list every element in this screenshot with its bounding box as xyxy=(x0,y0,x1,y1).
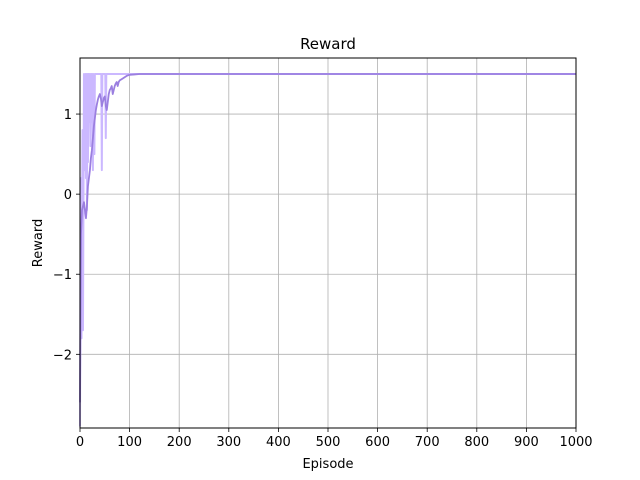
x-tick-label: 800 xyxy=(464,435,489,450)
grid xyxy=(79,58,577,428)
y-tick-label: −2 xyxy=(53,348,72,363)
x-axis-label: Episode xyxy=(302,457,353,472)
y-tick-label: 0 xyxy=(64,188,72,203)
chart-title: Reward xyxy=(300,35,356,53)
y-tick-label: −1 xyxy=(53,268,72,283)
x-tick-label: 200 xyxy=(167,435,192,450)
smoothed-reward-line xyxy=(79,73,576,403)
x-tick-label: 500 xyxy=(316,435,341,450)
raw-reward-line xyxy=(79,73,576,427)
x-tick-label: 0 xyxy=(76,435,84,450)
x-axis: 0 100 200 300 400 500 600 700 800 900 1000 xyxy=(76,428,593,450)
x-tick-label: 1000 xyxy=(559,435,592,450)
plot-area xyxy=(79,73,576,427)
x-tick-label: 100 xyxy=(117,435,142,450)
x-tick-label: 400 xyxy=(266,435,291,450)
x-tick-label: 300 xyxy=(216,435,241,450)
x-tick-label: 700 xyxy=(415,435,440,450)
y-axis: −2 −1 0 1 xyxy=(53,108,80,363)
x-tick-label: 900 xyxy=(514,435,539,450)
x-tick-label: 600 xyxy=(365,435,390,450)
y-axis-label: Reward xyxy=(31,219,46,267)
y-tick-label: 1 xyxy=(64,108,72,123)
